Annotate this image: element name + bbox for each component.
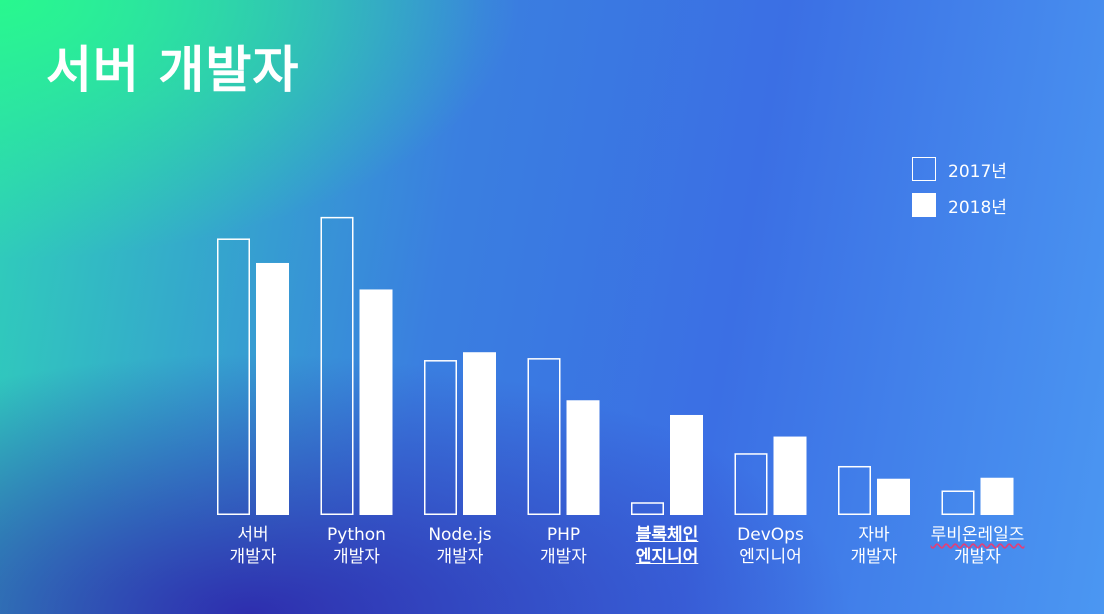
- bar-2018-4: [670, 414, 703, 515]
- bar-2018-5: [773, 436, 807, 515]
- category-label: Python 개발자: [327, 525, 386, 567]
- page-title: 서버 개발자: [46, 41, 300, 99]
- bar-2018-0: [256, 262, 289, 515]
- bar-2017-1: [320, 216, 354, 515]
- legend-item-2017: 2017년: [912, 156, 1007, 182]
- legend-label: 2018년: [948, 197, 1007, 218]
- category-label: 블록체인 엔지니어: [635, 525, 699, 567]
- legend-swatch-filled-icon: [912, 193, 936, 217]
- bar-2018-7: [980, 477, 1014, 515]
- category-label: PHP 개발자: [540, 525, 587, 567]
- category-label: 자바 개발자: [850, 525, 898, 567]
- bar-2018-1: [359, 289, 393, 515]
- bar-2017-7: [941, 490, 975, 515]
- bar-2017-6: [838, 465, 871, 515]
- category-label: 서버 개발자: [229, 525, 277, 567]
- bar-2018-2: [463, 352, 496, 515]
- legend-label: 2017년: [948, 161, 1007, 182]
- bar-2017-2: [424, 360, 457, 516]
- category-label: Node.js 개발자: [428, 525, 492, 567]
- legend: 2017년 2018년: [912, 156, 1007, 228]
- legend-item-2018: 2018년: [912, 192, 1007, 218]
- legend-swatch-outline-icon: [912, 157, 936, 181]
- bar-2018-3: [566, 400, 600, 515]
- bar-2018-6: [877, 478, 910, 515]
- bar-2017-5: [734, 453, 768, 516]
- category-label: DevOps 엔지니어: [737, 525, 804, 567]
- bar-2017-4: [631, 502, 664, 516]
- category-label: 루비온레일즈 개발자: [930, 525, 1025, 567]
- bar-2017-3: [527, 358, 561, 515]
- bar-2017-0: [217, 238, 250, 515]
